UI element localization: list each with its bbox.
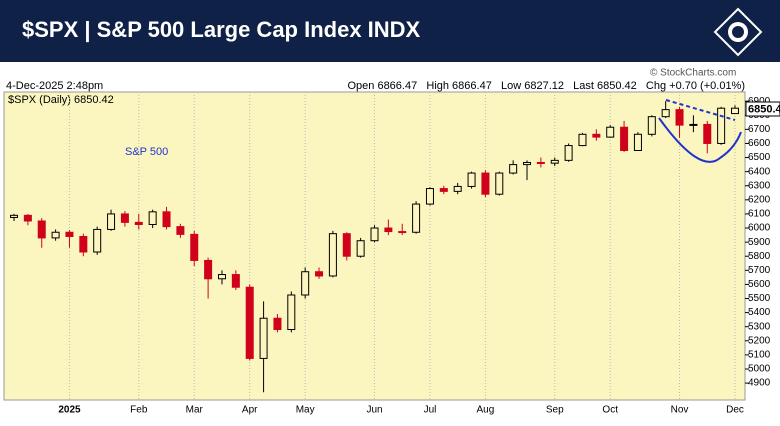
y-tick-label: 5000 xyxy=(748,364,771,375)
candle-body xyxy=(717,107,726,144)
candle-body xyxy=(536,161,545,164)
x-tick-label: Nov xyxy=(671,405,689,416)
candle-body xyxy=(398,231,407,234)
candle-body xyxy=(93,228,102,253)
candle-body xyxy=(162,211,171,228)
y-tick-label: 6500 xyxy=(748,152,771,163)
y-tick-label: 6200 xyxy=(748,194,771,205)
candle-body xyxy=(204,259,213,280)
candle-body xyxy=(453,185,462,192)
candle-body xyxy=(176,226,185,235)
y-tick-label: 5900 xyxy=(748,237,771,248)
x-tick-label: May xyxy=(296,405,315,416)
candle-body xyxy=(190,233,199,261)
candle-body xyxy=(328,233,337,277)
x-tick-label: Oct xyxy=(602,405,618,416)
candle-body xyxy=(79,235,88,253)
x-tick-label: Dec xyxy=(726,405,744,416)
y-tick-label: 6300 xyxy=(748,180,771,191)
y-tick-label: 5100 xyxy=(748,350,771,361)
candle-body xyxy=(620,126,629,151)
quote-line: Open 6866.47 High 6866.47 Low 6827.12 La… xyxy=(347,80,745,92)
x-tick-label: Sep xyxy=(546,405,564,416)
candle-body xyxy=(731,107,739,115)
candle-body xyxy=(315,271,324,277)
candle-body xyxy=(384,227,393,233)
candle-body xyxy=(703,123,712,144)
x-tick-label: 2025 xyxy=(58,405,81,416)
header-bar: $SPX | S&P 500 Large Cap Index INDX xyxy=(0,0,780,62)
candle-body xyxy=(467,172,476,187)
candle-body xyxy=(689,123,698,126)
logo xyxy=(712,6,764,58)
candle-body xyxy=(301,271,310,296)
candle-body xyxy=(370,227,379,242)
candle-body xyxy=(37,220,46,239)
candle-body xyxy=(231,274,240,288)
candle-body xyxy=(550,159,559,164)
candle-body xyxy=(107,213,116,230)
candle-body xyxy=(509,164,518,174)
chart: © StockCharts.com 4-Dec-2025 2:48pm Open… xyxy=(3,68,780,416)
candle-body xyxy=(356,240,365,257)
candle-body xyxy=(481,172,490,195)
candle-body xyxy=(120,213,129,223)
candle-body xyxy=(661,109,670,118)
last-tag-box xyxy=(745,101,780,117)
candle-body xyxy=(217,274,226,280)
trend-line xyxy=(665,99,736,121)
candle-body xyxy=(633,133,642,151)
x-tick-label: Mar xyxy=(186,405,204,416)
y-tick-label: 6000 xyxy=(748,223,771,234)
candle-body xyxy=(425,188,434,205)
y-tick-label: 5600 xyxy=(748,279,771,290)
legend: $SPX (Daily) 6850.42 xyxy=(8,94,114,106)
candle-body xyxy=(148,211,157,226)
candle-body xyxy=(10,214,18,218)
page-title: $SPX | S&P 500 Large Cap Index INDX xyxy=(22,17,421,42)
x-tick-label: Feb xyxy=(130,405,148,416)
candle-body xyxy=(245,286,254,359)
y-tick-label: 6700 xyxy=(748,124,771,135)
candle-body xyxy=(578,133,587,147)
candle-body xyxy=(23,214,32,222)
y-tick-label: 4900 xyxy=(748,378,771,389)
y-tick-label: 5300 xyxy=(748,321,771,332)
last-tag: 6850.4 xyxy=(748,103,780,115)
candle-body xyxy=(65,231,74,237)
x-tick-label: Apr xyxy=(242,405,258,416)
candle-body xyxy=(287,294,296,331)
date-label: 4-Dec-2025 2:48pm xyxy=(6,80,103,92)
copyright: © StockCharts.com xyxy=(650,68,736,79)
x-tick-label: Jun xyxy=(366,405,382,416)
candle-body xyxy=(606,126,615,138)
candle-body xyxy=(439,188,448,192)
y-tick-label: 5800 xyxy=(748,251,771,262)
candle-body xyxy=(259,317,268,359)
y-tick-label: 6100 xyxy=(748,209,771,220)
candle-body xyxy=(51,231,60,239)
x-tick-label: Jul xyxy=(424,405,437,416)
y-tick-label: 6400 xyxy=(748,166,771,177)
x-tick-label: Aug xyxy=(477,405,495,416)
y-tick-label: 5200 xyxy=(748,335,771,346)
candle-body xyxy=(412,203,421,233)
y-tick-label: 5500 xyxy=(748,293,771,304)
y-tick-label: 5700 xyxy=(748,265,771,276)
candle-body xyxy=(273,317,282,331)
y-tick-label: 5400 xyxy=(748,307,771,318)
candle-body xyxy=(675,109,684,126)
candle-body xyxy=(647,116,656,135)
candle-body xyxy=(134,221,143,226)
cup-curve xyxy=(658,117,742,163)
candle-body xyxy=(495,172,504,195)
y-tick-label: 6900 xyxy=(748,96,771,107)
candle-body xyxy=(342,233,351,257)
candle-body xyxy=(564,145,573,161)
candle-body xyxy=(592,133,601,138)
candle-body xyxy=(523,161,532,166)
annotation: S&P 500 xyxy=(125,146,168,158)
y-tick-label: 6600 xyxy=(748,138,771,149)
